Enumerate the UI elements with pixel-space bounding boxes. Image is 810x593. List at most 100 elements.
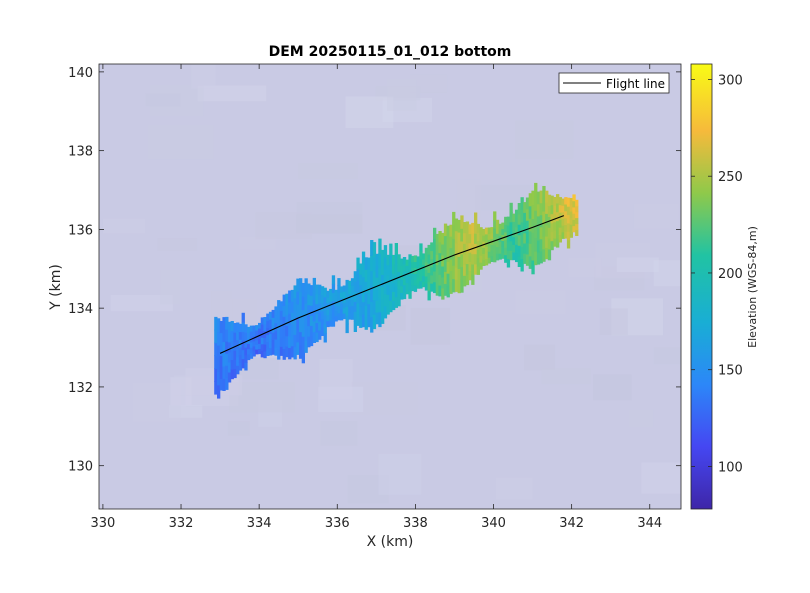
swath-cell [460,266,464,280]
swath-cell [312,310,316,322]
swath-cell [534,251,538,266]
swath-cell [572,206,576,214]
swath-cell [370,240,374,256]
swath-cell [402,263,407,272]
x-tick-label: 344 [637,516,662,531]
swath-cell [525,253,530,266]
swath-cell [334,295,338,301]
swath-cell [274,306,278,316]
swath-cell [400,278,404,287]
swath-cell [547,238,552,250]
swath-cell [238,339,243,348]
swath-cell [214,381,218,395]
swath-cell [356,280,360,292]
background-patch [410,307,451,345]
swath-cell [506,241,511,251]
y-tick-label: 132 [68,381,93,396]
swath-cell [468,233,472,244]
swath-cell [309,285,314,296]
swath-cell [452,238,456,253]
swath-cell [525,208,530,221]
swath-cell [517,234,521,246]
swath-cell [550,213,554,224]
x-tick-label: 340 [481,516,506,531]
colorbar-ticks: 100 150 200 250 300 [691,73,743,475]
swath-cell [542,236,546,250]
swath-cell [468,261,472,271]
swath-cell [315,322,319,333]
swath-cell [484,252,489,260]
swath-cell [222,353,226,367]
swath-cell [217,331,221,346]
swath-cell [340,303,344,310]
x-tick-label: 342 [559,516,584,531]
swath-cell [430,274,434,284]
swath-cell [433,270,437,283]
x-axis-ticks: 330 332 334 336 338 340 342 344 [90,64,662,531]
swath-cell [233,368,237,379]
swath-cell [296,278,300,292]
swath-cell [479,262,483,270]
swath-cell [271,324,275,333]
swath-cell [277,300,281,311]
swath-cell [553,237,557,247]
swath-cell [402,257,407,265]
swath-cell [326,308,330,316]
swath-cell [312,277,316,290]
swath-cell [476,257,480,267]
colorbar-tick-label: 250 [718,170,743,185]
swath-cell [509,221,513,232]
swath-cell [427,290,431,301]
swath-cell [312,288,316,300]
swath-cell [449,224,453,237]
swath-cell [460,215,464,229]
swath-cell [274,322,278,332]
swath-cell [359,306,363,318]
swath-cell [258,322,262,329]
swath-cell [501,222,505,230]
swath-cell [427,254,431,264]
swath-cell [304,315,308,329]
swath-cell [528,205,532,219]
swath-cell [394,253,398,265]
swath-cell [405,282,409,289]
swath-cell [375,312,379,325]
swath-cell [277,339,281,350]
swath-cell [413,261,418,268]
swath-cell [296,316,300,330]
swath-cell [402,284,407,293]
swath-cell [296,341,300,355]
swath-cell [323,296,327,307]
swath-cell [572,194,576,202]
swath-cell [375,253,379,266]
swath-cell [493,253,497,263]
swath-cell [331,317,336,327]
background-patch [197,85,267,102]
swath-cell [449,259,453,271]
swath-cell [405,259,409,266]
swath-cell [463,243,467,255]
swath-cell [419,250,423,259]
swath-cell [416,256,420,263]
swath-cell [389,277,393,290]
swath-cell [375,300,379,313]
swath-cell [307,315,311,327]
swath-cell [397,271,401,281]
swath-cell [225,377,229,390]
x-tick-label: 334 [247,516,272,531]
swath-cell [531,204,535,219]
swath-cell [536,227,541,241]
swath-cell [370,255,374,272]
swath-cell [572,219,576,227]
swath-cell [484,258,489,266]
swath-cell [424,254,429,263]
swath-cell [361,251,366,265]
swath-cell [241,331,245,341]
swath-cell [350,278,355,286]
background-patch [653,260,681,287]
swath-cell [501,252,505,259]
swath-cell [247,343,251,350]
swath-cell [484,246,489,253]
swath-cell [389,288,393,301]
swath-cell [435,284,439,296]
